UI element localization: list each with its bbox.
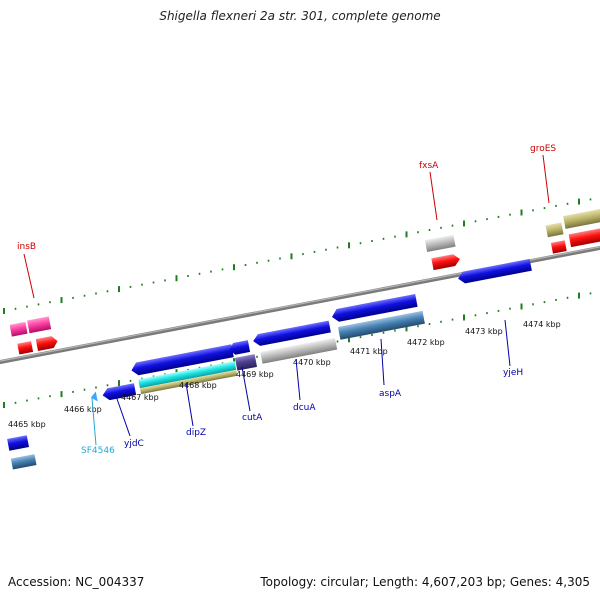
scale-label: 4473 kbp [465,327,503,336]
gene-label-yjdC: yjdC [124,439,144,449]
steel-feature [10,454,37,470]
cyan-feature [138,360,237,389]
grey-feature [260,337,338,364]
scale-labels: 4465 kbp 4466 kbp 4467 kbp 4468 kbp 4469… [8,320,561,429]
accession-text: Accession: NC_004337 [8,575,145,589]
scale-label: 4471 kbp [350,347,388,356]
reverse-features [7,258,532,470]
cds-arrow [229,340,251,355]
cds-arrow [7,435,30,451]
olive-feature [545,222,564,238]
olive-feature [563,208,600,229]
scale-label: 4466 kbp [64,405,102,414]
gene-label-SF4546: SF4546 [81,446,115,456]
gene-labels: insB fxsA groES SF4546 yjdC dipZ cutA dc… [17,144,556,456]
scale-label: 4474 kbp [523,320,561,329]
steel-feature [337,310,425,340]
scale-label: 4467 kbp [121,393,159,402]
scale-label: 4465 kbp [8,420,46,429]
cds-arrow-small [90,391,98,402]
scale-label: 4468 kbp [179,381,217,390]
pink-feature [27,316,52,334]
map-title: Shigella flexneri 2a str. 301, complete … [159,9,441,23]
label-leaders [23,154,550,446]
red-feature-arrow [431,254,460,271]
pink-feature [9,321,28,337]
gene-label-fxsA: fxsA [419,161,439,171]
red-feature-arrow [17,341,34,355]
cds-arrow [458,258,532,284]
forward-tick-track [3,198,592,314]
gene-label-dipZ: dipZ [186,428,206,438]
red-feature-arrow [568,226,600,248]
cds-arrow [331,293,418,322]
gene-label-aspA: aspA [379,389,402,399]
purple-feature [234,354,258,371]
cds-arrow [131,344,234,376]
scale-label: 4470 kbp [293,358,331,367]
gene-label-yjeH: yjeH [503,368,523,378]
scale-label: 4472 kbp [407,338,445,347]
red-feature-arrow [550,240,567,254]
cds-arrow [253,320,331,346]
gene-label-insB: insB [17,242,36,252]
gene-label-dcuA: dcuA [293,403,316,413]
gene-label-groES: groES [530,144,556,154]
cds-arrow [102,383,137,401]
olive-feature [139,369,238,395]
scale-label: 4469 kbp [236,370,274,379]
grey-feature [424,234,456,253]
gene-label-cutA: cutA [242,413,263,423]
red-feature-arrow [35,336,58,351]
topology-summary: Topology: circular; Length: 4,607,203 bp… [260,575,590,589]
